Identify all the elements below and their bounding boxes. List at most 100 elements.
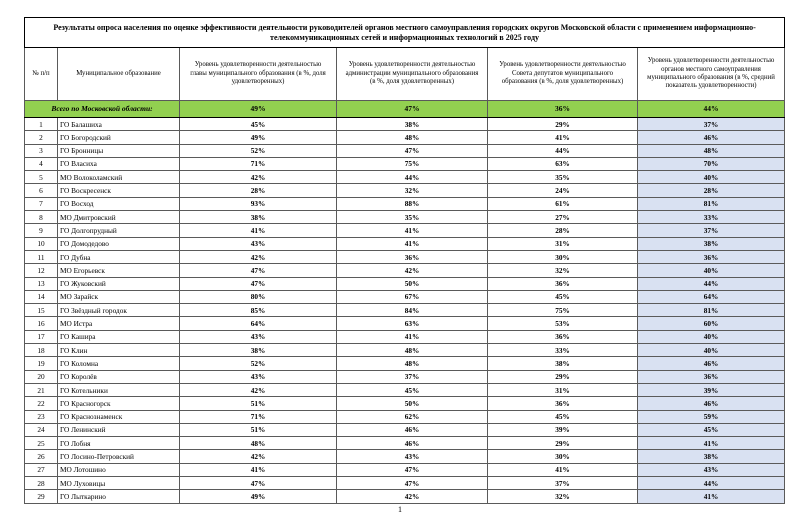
table-header-row: № п/п Муниципальное образование Уровень … xyxy=(24,47,786,101)
header-row-number: № п/п xyxy=(24,47,58,101)
table-row: 14 МО Зарайск 80% 67% 45% 64% xyxy=(24,289,786,305)
value-col4: 38% xyxy=(636,236,786,251)
row-number: 22 xyxy=(24,396,58,411)
value-col4: 64% xyxy=(636,289,786,305)
value-col1: 42% xyxy=(179,382,337,398)
value-col3: 39% xyxy=(487,422,638,438)
value-col3: 36% xyxy=(487,276,638,291)
total-row-label: Всего по Московской области: xyxy=(24,100,180,118)
value-col3: 53% xyxy=(487,316,638,331)
municipality-name: ГО Бронницы xyxy=(57,143,180,158)
table-title-row: Результаты опроса населения по оценке эф… xyxy=(23,17,786,48)
value-col2: 48% xyxy=(336,343,488,358)
total-value-col4: 44% xyxy=(636,100,786,118)
value-col4: 44% xyxy=(636,476,786,491)
row-number: 6 xyxy=(24,183,58,198)
value-col3: 75% xyxy=(487,303,638,318)
municipality-name: ГО Клин xyxy=(57,343,180,358)
value-col4: 41% xyxy=(636,436,786,451)
row-number: 17 xyxy=(24,329,58,345)
municipality-name: ГО Лосино-Петровский xyxy=(57,449,180,464)
value-col1: 52% xyxy=(179,143,337,158)
total-value-col1: 49% xyxy=(179,100,337,118)
value-col3: 36% xyxy=(487,396,638,411)
municipality-name: ГО Домодедово xyxy=(57,236,180,251)
value-col3: 45% xyxy=(487,289,638,305)
value-col3: 29% xyxy=(487,116,638,132)
value-col4: 81% xyxy=(636,303,786,318)
value-col2: 41% xyxy=(336,223,488,238)
page-number: 1 xyxy=(398,505,402,514)
value-col2: 37% xyxy=(336,369,488,384)
municipality-name: МО Волоколамский xyxy=(57,170,180,185)
table-row: 15 ГО Звёздный городок 85% 84% 75% 81% xyxy=(24,303,786,318)
value-col4: 28% xyxy=(636,183,786,198)
value-col3: 63% xyxy=(487,156,638,172)
total-value-col3: 36% xyxy=(487,100,638,118)
value-col3: 28% xyxy=(487,223,638,238)
row-number: 12 xyxy=(24,263,58,278)
value-col2: 35% xyxy=(336,210,488,225)
value-col1: 71% xyxy=(179,156,337,172)
municipality-name: МО Дмитровский xyxy=(57,210,180,225)
value-col4: 45% xyxy=(636,422,786,438)
row-number: 4 xyxy=(24,156,58,172)
municipality-name: ГО Котельники xyxy=(57,382,180,398)
row-number: 7 xyxy=(24,196,58,212)
value-col3: 31% xyxy=(487,382,638,398)
value-col1: 47% xyxy=(179,276,337,291)
table-title: Результаты опроса населения по оценке эф… xyxy=(23,17,786,48)
municipality-name: МО Истра xyxy=(57,316,180,331)
municipality-name: ГО Краснознаменск xyxy=(57,409,180,424)
value-col2: 38% xyxy=(336,116,488,132)
municipality-name: МО Лотошино xyxy=(57,462,180,478)
table-row: 10 ГО Домодедово 43% 41% 31% 38% xyxy=(24,236,786,251)
row-number: 8 xyxy=(24,210,58,225)
row-number: 26 xyxy=(24,449,58,464)
value-col2: 50% xyxy=(336,396,488,411)
value-col3: 61% xyxy=(487,196,638,212)
value-col3: 38% xyxy=(487,356,638,371)
table-row: 20 ГО Королёв 43% 37% 29% 36% xyxy=(24,369,786,384)
table-row: 4 ГО Власиха 71% 75% 63% 70% xyxy=(24,156,786,172)
value-col1: 41% xyxy=(179,223,337,238)
value-col3: 36% xyxy=(487,329,638,345)
value-col1: 43% xyxy=(179,236,337,251)
value-col2: 32% xyxy=(336,183,488,198)
value-col4: 59% xyxy=(636,409,786,424)
value-col4: 60% xyxy=(636,316,786,331)
value-col1: 42% xyxy=(179,170,337,185)
value-col4: 38% xyxy=(636,449,786,464)
municipality-name: ГО Дубна xyxy=(57,249,180,265)
value-col4: 36% xyxy=(636,369,786,384)
value-col2: 41% xyxy=(336,329,488,345)
table-body: Всего по Московской области: 49% 47% 36% 44%… xyxy=(24,100,786,504)
value-col4: 37% xyxy=(636,223,786,238)
value-col3: 32% xyxy=(487,263,638,278)
value-col4: 33% xyxy=(636,210,786,225)
total-row: Всего по Московской области: 49% 47% 36% 44% xyxy=(24,100,786,118)
value-col3: 44% xyxy=(487,143,638,158)
value-col3: 45% xyxy=(487,409,638,424)
value-col4: 36% xyxy=(636,249,786,265)
table-row: 29 ГО Лыткарино 49% 42% 32% 41% xyxy=(24,489,786,504)
municipality-name: МО Луховицы xyxy=(57,476,180,491)
row-number: 11 xyxy=(24,249,58,265)
header-satisfaction-council: Уровень удовлетворенности деятельностью … xyxy=(487,47,638,101)
value-col2: 75% xyxy=(336,156,488,172)
value-col2: 46% xyxy=(336,436,488,451)
value-col2: 63% xyxy=(336,316,488,331)
value-col1: 85% xyxy=(179,303,337,318)
row-number: 3 xyxy=(24,143,58,158)
value-col3: 27% xyxy=(487,210,638,225)
table-row: 28 МО Луховицы 47% 47% 37% 44% xyxy=(24,476,786,491)
table-row: 23 ГО Краснознаменск 71% 62% 45% 59% xyxy=(24,409,786,424)
value-col3: 29% xyxy=(487,436,638,451)
table-row: 11 ГО Дубна 42% 36% 30% 36% xyxy=(24,249,786,265)
value-col2: 88% xyxy=(336,196,488,212)
table-row: 21 ГО Котельники 42% 45% 31% 39% xyxy=(24,382,786,398)
table-row: 6 ГО Воскресенск 28% 32% 24% 28% xyxy=(24,183,786,198)
table-row: 2 ГО Богородский 49% 48% 41% 46% xyxy=(24,130,786,145)
value-col2: 67% xyxy=(336,289,488,305)
value-col2: 36% xyxy=(336,249,488,265)
